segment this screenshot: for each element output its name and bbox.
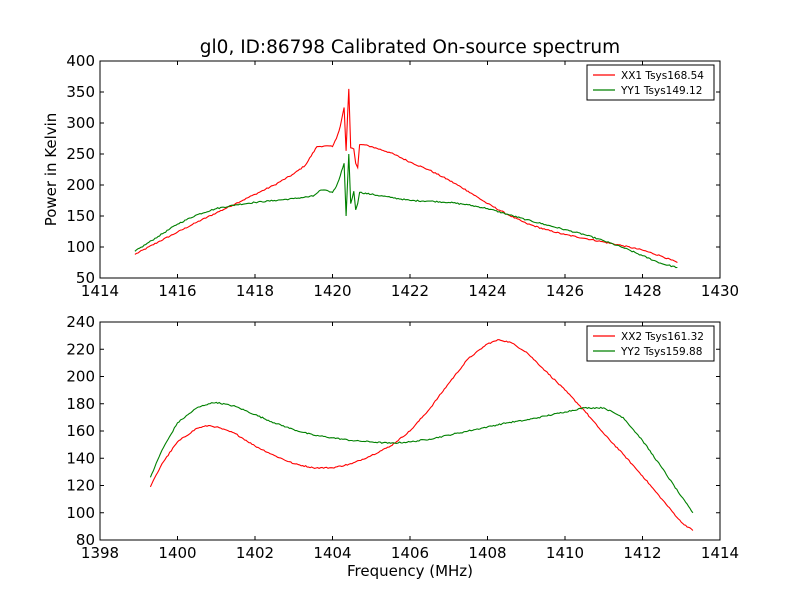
x-tick-label: 1430 xyxy=(701,282,739,300)
x-tick-label: 1420 xyxy=(313,282,351,300)
y-tick-label: 220 xyxy=(66,340,95,358)
legend-entry: YY1 Tsys149.12 xyxy=(620,85,702,97)
y-tick-label: 80 xyxy=(76,531,95,549)
x-tick-label: 1402 xyxy=(236,544,274,562)
x-tick-label: 1414 xyxy=(81,282,119,300)
y-tick-label: 400 xyxy=(66,52,95,70)
x-tick-label: 1426 xyxy=(546,282,584,300)
x-tick-label: 1412 xyxy=(623,544,661,562)
y-tick-label: 120 xyxy=(66,477,95,495)
y-tick-label: 250 xyxy=(66,145,95,163)
x-tick-label: 1422 xyxy=(391,282,429,300)
y-tick-label: 200 xyxy=(66,368,95,386)
x-tick-label: 1398 xyxy=(81,544,119,562)
y-tick-label: 50 xyxy=(76,269,95,287)
y-tick-label: 240 xyxy=(66,313,95,331)
legend-box xyxy=(586,325,715,362)
legend: XX1 Tsys168.54 YY1 Tsys149.12 xyxy=(586,64,715,101)
y-tick-label: 100 xyxy=(66,238,95,256)
bottom-spectrum-plot: 1398 1400 1402 1404 1406 1408 1410 1412 1414 80 10… xyxy=(66,313,739,580)
chart-title: gl0, ID:86798 Calibrated On-source spect… xyxy=(200,37,620,58)
series-line-1-1 xyxy=(134,88,678,263)
series-line-1-2 xyxy=(134,153,678,269)
y-tick-label: 140 xyxy=(66,449,95,467)
x-tick-label: 1414 xyxy=(701,544,739,562)
series-line-2-2 xyxy=(149,401,694,514)
x-tick-label: 1428 xyxy=(623,282,661,300)
legend-entry: XX1 Tsys168.54 xyxy=(621,70,704,82)
y-tick-label: 150 xyxy=(66,207,95,225)
x-tick-label: 1418 xyxy=(236,282,274,300)
x-tick-label: 1408 xyxy=(468,544,506,562)
legend-entry: YY2 Tsys159.88 xyxy=(620,346,702,358)
y-tick-label: 300 xyxy=(66,114,95,132)
y-tick-label: 160 xyxy=(66,422,95,440)
x-tick-label: 1410 xyxy=(546,544,584,562)
x-tick-label: 1404 xyxy=(313,544,351,562)
x-tick-label: 1416 xyxy=(158,282,196,300)
y-tick-label: 350 xyxy=(66,83,95,101)
legend: XX2 Tsys161.32 YY2 Tsys159.88 xyxy=(586,325,715,362)
series-line-2-1 xyxy=(149,339,694,531)
y-tick-label: 200 xyxy=(66,176,95,194)
legend-entry: XX2 Tsys161.32 xyxy=(621,331,704,343)
x-axis-label: Frequency (MHz) xyxy=(347,562,473,580)
y-tick-label: 100 xyxy=(66,504,95,522)
x-tick-label: 1406 xyxy=(391,544,429,562)
top-spectrum-plot: 1414 1416 1418 1420 1422 1424 1426 1428 1430 50 10… xyxy=(42,52,739,300)
y-tick-label: 180 xyxy=(66,395,95,413)
y-axis-label: Power in Kelvin xyxy=(42,113,60,227)
legend-box xyxy=(586,64,715,101)
x-tick-label: 1400 xyxy=(158,544,196,562)
x-tick-label: 1424 xyxy=(468,282,506,300)
